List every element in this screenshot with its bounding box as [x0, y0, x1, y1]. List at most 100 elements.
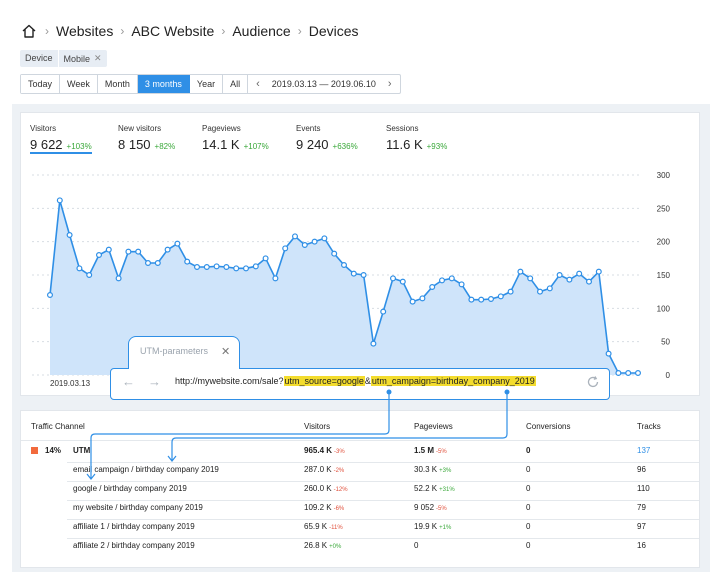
data-point[interactable]: [625, 370, 632, 377]
close-icon[interactable]: ✕: [221, 346, 231, 358]
data-point[interactable]: [282, 245, 289, 252]
header-traffic-channel[interactable]: Traffic Channel: [31, 422, 85, 431]
back-arrow-icon[interactable]: ←: [122, 374, 135, 389]
data-point[interactable]: [76, 265, 83, 272]
data-point[interactable]: [360, 271, 367, 278]
forward-arrow-icon[interactable]: →: [148, 374, 161, 389]
metric-visitors[interactable]: Visitors 9 622 +103%: [30, 124, 118, 152]
data-point[interactable]: [184, 258, 191, 265]
data-point[interactable]: [272, 275, 279, 282]
home-icon[interactable]: [20, 22, 38, 40]
data-point[interactable]: [527, 275, 534, 282]
data-point[interactable]: [252, 263, 259, 270]
data-point[interactable]: [507, 288, 514, 295]
chevron-right-icon[interactable]: ›: [387, 78, 392, 90]
header-visitors[interactable]: Visitors: [304, 422, 331, 431]
data-point[interactable]: [262, 255, 269, 262]
data-point[interactable]: [390, 275, 397, 282]
data-point[interactable]: [125, 248, 132, 255]
data-point[interactable]: [233, 265, 240, 272]
data-point[interactable]: [311, 238, 318, 245]
close-icon[interactable]: ✕: [94, 53, 102, 63]
header-pageviews[interactable]: Pageviews: [414, 422, 453, 431]
period-all[interactable]: All: [223, 75, 249, 93]
channel-name: email campaign / birthday company 2019: [73, 465, 219, 474]
data-point[interactable]: [174, 240, 181, 247]
data-point[interactable]: [86, 271, 93, 278]
data-point[interactable]: [429, 283, 436, 290]
data-point[interactable]: [135, 248, 142, 255]
data-point[interactable]: [497, 293, 504, 300]
data-point[interactable]: [595, 268, 602, 275]
period-month[interactable]: Month: [97, 75, 138, 93]
date-range-label[interactable]: 2019.03.13 — 2019.06.10: [271, 79, 376, 89]
data-point[interactable]: [144, 259, 151, 266]
cell-visitors-change: +0%: [329, 544, 342, 550]
data-point[interactable]: [203, 263, 210, 270]
data-point[interactable]: [213, 263, 220, 270]
data-point[interactable]: [488, 296, 495, 303]
data-point[interactable]: [321, 235, 328, 242]
data-point[interactable]: [556, 271, 563, 278]
data-point[interactable]: [341, 261, 348, 268]
data-point[interactable]: [115, 275, 122, 282]
data-point[interactable]: [331, 250, 338, 257]
data-point[interactable]: [95, 251, 102, 258]
chevron-left-icon[interactable]: ‹: [256, 78, 260, 90]
breadcrumb-item-audience[interactable]: Audience: [232, 23, 291, 39]
data-point[interactable]: [47, 292, 54, 299]
data-point[interactable]: [585, 278, 592, 285]
data-point[interactable]: [576, 270, 583, 277]
data-point[interactable]: [566, 276, 573, 283]
data-point[interactable]: [194, 263, 201, 270]
data-point[interactable]: [370, 340, 377, 347]
data-point[interactable]: [66, 231, 73, 238]
data-point[interactable]: [292, 233, 299, 240]
reload-icon[interactable]: [586, 375, 600, 389]
cell-visitors: 109.2 K -6%: [304, 503, 345, 512]
data-point[interactable]: [350, 270, 357, 277]
y-tick-label: 300: [657, 171, 671, 180]
data-point[interactable]: [301, 241, 308, 248]
data-point[interactable]: [458, 281, 465, 288]
metric-events[interactable]: Events 9 240 +636%: [296, 124, 386, 152]
data-point[interactable]: [409, 298, 416, 305]
data-point[interactable]: [615, 370, 622, 377]
data-point[interactable]: [380, 308, 387, 315]
metric-new-visitors[interactable]: New visitors 8 150 +82%: [118, 124, 202, 152]
header-conversions[interactable]: Conversions: [526, 422, 571, 431]
period-today[interactable]: Today: [21, 75, 61, 93]
data-point[interactable]: [223, 263, 230, 270]
data-point[interactable]: [468, 296, 475, 303]
data-point[interactable]: [546, 285, 553, 292]
cell-tracks-link[interactable]: 137: [637, 446, 651, 455]
data-point[interactable]: [439, 277, 446, 284]
breadcrumb-item-websites[interactable]: Websites: [56, 23, 114, 39]
data-point[interactable]: [399, 278, 406, 285]
metric-pageviews[interactable]: Pageviews 14.1 K +107%: [202, 124, 296, 152]
header-tracks[interactable]: Tracks: [637, 422, 661, 431]
data-point[interactable]: [634, 370, 641, 377]
breadcrumb-item-website[interactable]: ABC Website: [131, 23, 215, 39]
data-point[interactable]: [154, 259, 161, 266]
data-point[interactable]: [419, 295, 426, 302]
data-point[interactable]: [164, 246, 171, 253]
channel-share: 14%: [45, 446, 62, 455]
period-year[interactable]: Year: [189, 75, 224, 93]
utm-url[interactable]: http://mywebsite.com/sale? utm_source=goo…: [175, 376, 536, 386]
cell-pageviews-change: +31%: [439, 487, 455, 493]
metric-sessions[interactable]: Sessions 11.6 K +93%: [386, 124, 474, 152]
data-point[interactable]: [536, 288, 543, 295]
cell-visitors: 26.8 K +0%: [304, 541, 342, 550]
data-point[interactable]: [605, 350, 612, 357]
data-point[interactable]: [243, 265, 250, 272]
period-week[interactable]: Week: [60, 75, 98, 93]
data-point[interactable]: [478, 296, 485, 303]
data-point[interactable]: [517, 268, 524, 275]
data-point[interactable]: [448, 275, 455, 282]
filter-key: Device: [20, 50, 59, 67]
period-3-months[interactable]: 3 months: [137, 75, 190, 93]
cell-pageviews: 9 052 -5%: [414, 503, 447, 512]
data-point[interactable]: [56, 197, 63, 204]
data-point[interactable]: [105, 246, 112, 253]
